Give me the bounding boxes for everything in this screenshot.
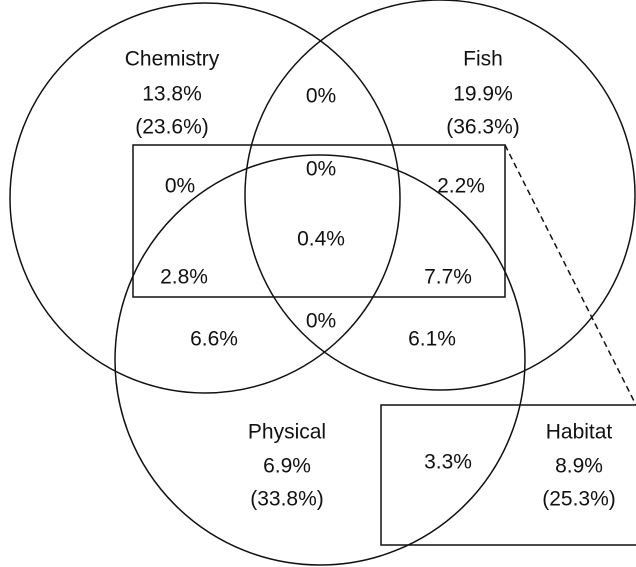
set-total: (23.6%)	[135, 116, 209, 139]
habitat-box	[380, 404, 636, 546]
set-total: (33.8%)	[250, 488, 324, 511]
region-label: 6.6%	[190, 328, 238, 351]
region-label: 2.8%	[160, 266, 208, 289]
set-name: Chemistry	[125, 48, 220, 71]
region-label: 0.4%	[297, 228, 345, 251]
set-value: 19.9%	[453, 83, 513, 106]
chemistry-circle	[9, 2, 401, 394]
region-label: 0%	[306, 310, 336, 333]
zoom-line	[504, 144, 636, 406]
region-label: 2.2%	[437, 175, 485, 198]
region-label: 7.7%	[424, 266, 472, 289]
region-label: 6.1%	[408, 328, 456, 351]
set-name: Fish	[463, 48, 503, 71]
set-value: 6.9%	[263, 455, 311, 478]
set-value: 8.9%	[555, 455, 603, 478]
set-total: (25.3%)	[542, 488, 616, 511]
set-name: Habitat	[546, 421, 613, 444]
set-total: (36.3%)	[446, 116, 520, 139]
region-label: 0%	[306, 158, 336, 181]
set-name: Physical	[248, 421, 326, 444]
region-label: 0%	[306, 85, 336, 108]
habitat-rect	[132, 144, 506, 298]
region-label: 0%	[165, 175, 195, 198]
fish-circle	[244, 0, 636, 391]
region-label: 3.3%	[424, 451, 472, 474]
physical-circle	[114, 154, 526, 566]
set-value: 13.8%	[142, 83, 202, 106]
